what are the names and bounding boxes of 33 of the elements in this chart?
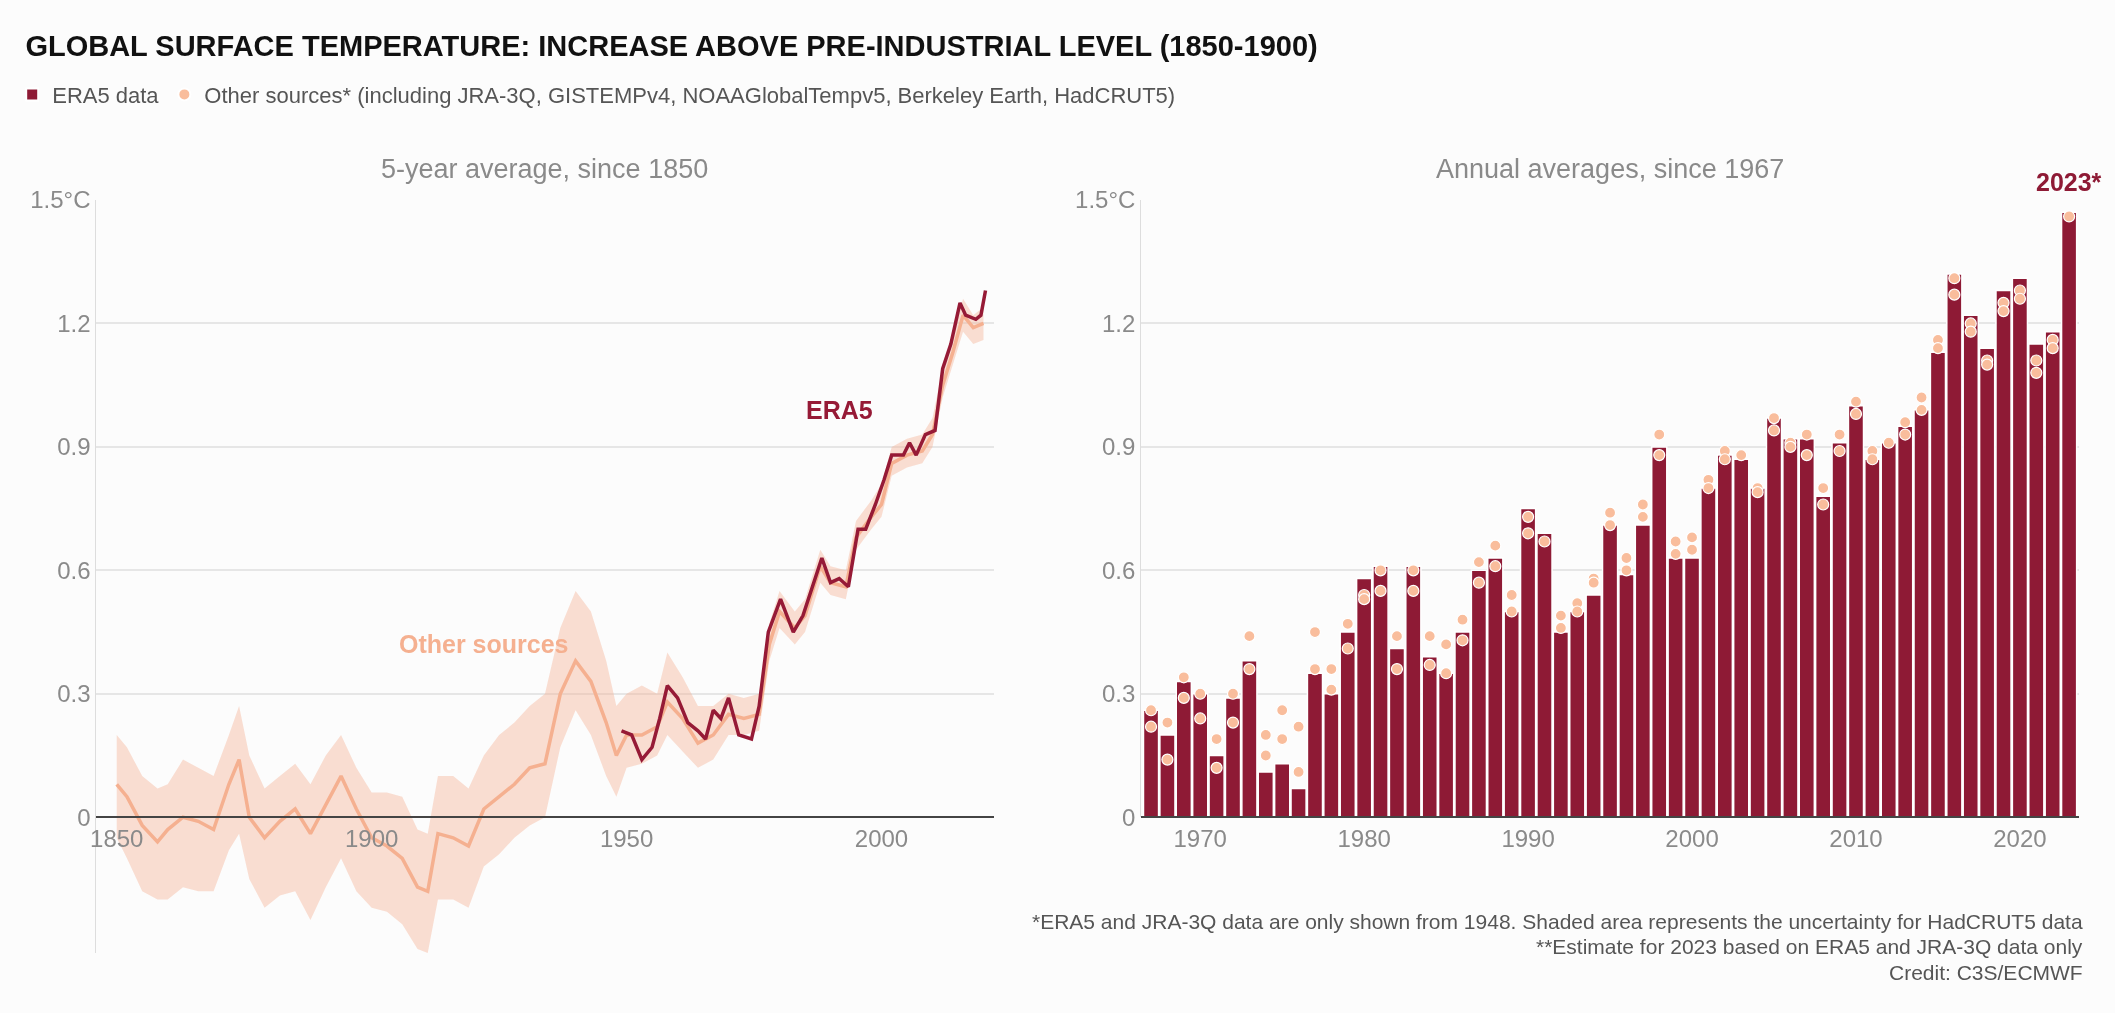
x-tick-label: 2020 xyxy=(1993,824,2047,852)
y-tick-label: 1.5°C xyxy=(30,186,91,214)
x-tick-label: 2000 xyxy=(1665,824,1719,852)
x-tick-label: 1990 xyxy=(1501,824,1555,852)
annotation: ERA5 xyxy=(806,396,873,424)
x-tick-label: 2000 xyxy=(854,824,909,852)
x-tick-label: 2010 xyxy=(1829,824,1883,852)
y-tick-label: 1.5°C xyxy=(1075,186,1136,214)
x-tick-label: 1970 xyxy=(1173,824,1227,852)
y-tick-label: 1.2 xyxy=(57,309,91,337)
y-tick-label: 0 xyxy=(77,803,91,831)
legend-label: Other sources* (including JRA-3Q, GISTEMPv4, NOAAGlobalTempv5, Berkeley Earth, HadCRUT5) xyxy=(204,82,1176,108)
chart-title: GLOBAL SURFACE TEMPERATURE: INCREASE ABOVE PRE-INDUSTRIAL LEVEL (1850-1900) xyxy=(25,29,1318,62)
y-tick-label: 1.2 xyxy=(1102,309,1136,337)
chart-subtitle: Annual averages, since 1967 xyxy=(1436,154,1785,184)
y-tick-label: 0.3 xyxy=(1102,680,1136,708)
legend-label: ERA5 data xyxy=(52,82,160,108)
y-tick-label: 0.3 xyxy=(57,680,91,708)
line-series xyxy=(619,288,988,762)
y-tick-label: 0 xyxy=(1122,803,1136,831)
text: Credit: C3S/ECMWF xyxy=(1889,961,2083,984)
annotation: Other sources xyxy=(399,630,569,658)
x-tick-label: 1850 xyxy=(90,824,144,852)
text: **Estimate for 2023 based on ERA5 and JRA-3Q data only xyxy=(1536,935,2083,958)
annotation: 2023* xyxy=(2036,168,2102,196)
x-tick-label: 1950 xyxy=(599,824,654,852)
y-tick-label: 0.9 xyxy=(1102,433,1136,461)
chart-subtitle: 5-year average, since 1850 xyxy=(381,154,709,184)
text: *ERA5 and JRA-3Q data are only shown from 1948. Shaded area represents the uncertainty for HadCRUT5 data xyxy=(1032,910,2083,933)
y-tick-label: 0.6 xyxy=(57,556,91,584)
y-tick-label: 0.9 xyxy=(57,433,91,461)
x-tick-label: 1980 xyxy=(1337,824,1391,852)
y-tick-label: 0.6 xyxy=(1102,556,1136,584)
